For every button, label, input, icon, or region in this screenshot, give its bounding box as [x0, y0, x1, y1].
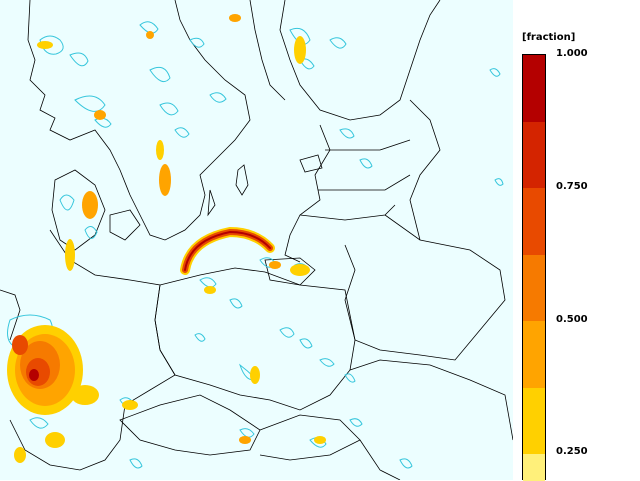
belarus-outline — [344, 214, 506, 361]
fraction-map — [0, 0, 513, 480]
west-coast — [0, 289, 21, 341]
saaremaa-island — [299, 154, 323, 173]
high-fraction-region-west — [7, 325, 99, 415]
baltic-arc-feature — [180, 226, 275, 275]
legend-segment — [523, 121, 545, 188]
finland-outline — [279, 0, 441, 121]
oland-island — [207, 189, 216, 217]
legend-tick-label: 1.000 — [556, 48, 588, 59]
legend-segment — [523, 321, 545, 388]
legend-unit-label: [fraction] — [522, 32, 576, 43]
low-contours — [7, 21, 504, 469]
legend-segment — [523, 188, 545, 255]
legend-tick-label: 0.250 — [556, 446, 588, 458]
legend-color-bar — [522, 54, 546, 481]
baltic-borders — [299, 139, 411, 221]
czechia-outline — [119, 394, 261, 456]
slovakia-outline — [259, 414, 361, 461]
russia-border — [409, 99, 441, 241]
map-svg — [0, 0, 513, 480]
bothnia-coast — [249, 0, 286, 101]
scandinavia-outline — [27, 0, 251, 241]
danish-islands — [109, 209, 141, 241]
legend-segment — [523, 387, 545, 454]
gotland-island — [235, 164, 249, 196]
ukraine-outline — [349, 359, 513, 480]
legend-segment — [523, 55, 545, 122]
baltic-coast — [284, 124, 331, 263]
poland-outline — [154, 267, 356, 411]
kaliningrad-outline — [264, 257, 316, 286]
germany-outline — [9, 229, 176, 471]
mid-fraction-patches — [14, 14, 326, 463]
legend-tick-label: 0.500 — [556, 313, 588, 325]
legend-segment — [523, 254, 545, 321]
legend-segment — [523, 454, 545, 481]
color-legend: [fraction] 1.000 0.750 0.500 0.250 — [513, 0, 640, 481]
legend-tick-label: 0.750 — [556, 180, 588, 192]
